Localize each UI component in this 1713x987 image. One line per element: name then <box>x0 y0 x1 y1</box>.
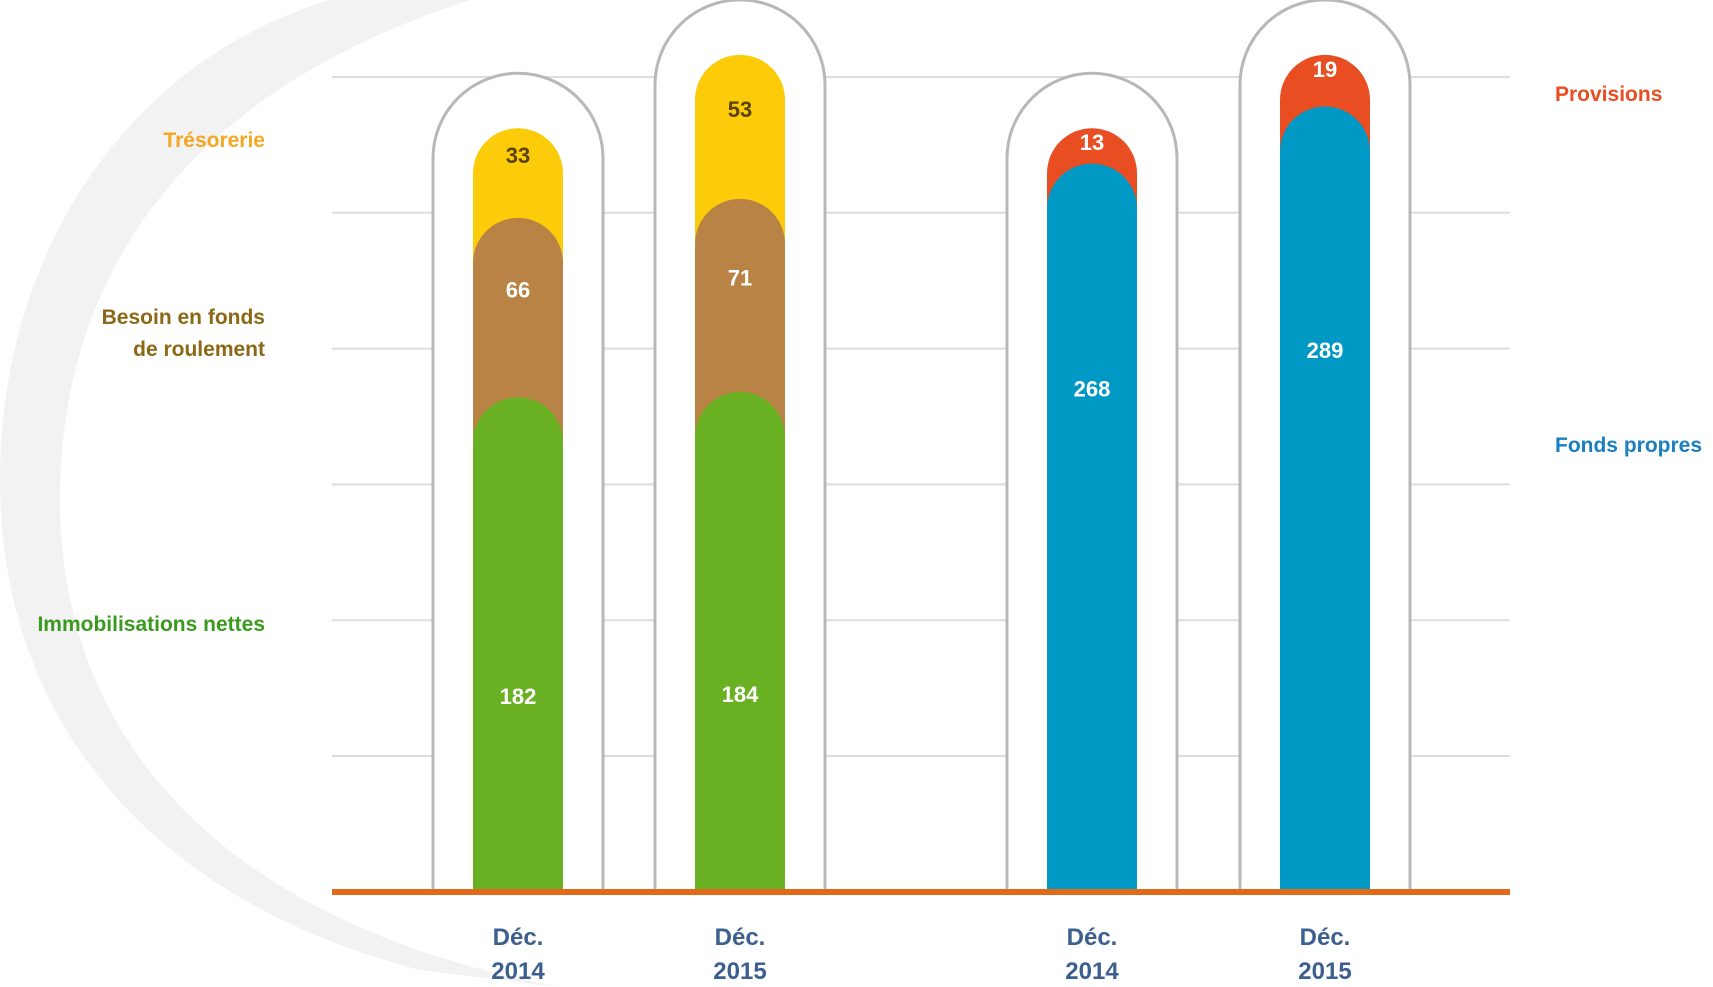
data-label: 53 <box>728 97 752 122</box>
legend-bfr-line2: de roulement <box>133 338 265 361</box>
legend-bfr-line1: Besoin en fonds <box>101 306 265 329</box>
legend-provisions: Provisions <box>1555 83 1663 106</box>
data-label: 13 <box>1080 130 1104 155</box>
category-label: 2015 <box>713 958 766 985</box>
category-label: 2014 <box>1065 958 1119 985</box>
bar-segment <box>473 397 563 892</box>
data-label: 33 <box>506 143 530 168</box>
bar-segment <box>1047 163 1137 892</box>
legend-fonds-propres: Fonds propres <box>1555 434 1703 457</box>
legend-immobilisations-nettes: Immobilisations nettes <box>37 613 265 636</box>
data-label: 19 <box>1313 57 1337 82</box>
legend-tresorerie: Trésorerie <box>163 129 265 152</box>
category-label: Déc. <box>715 924 766 951</box>
category-label: Déc. <box>1300 924 1351 951</box>
bar-segment <box>1280 106 1370 893</box>
bars <box>473 54 1370 893</box>
category-label: 2015 <box>1298 958 1351 985</box>
capsule-outlines <box>431 0 1412 892</box>
data-label: 66 <box>506 278 530 303</box>
bar-segment <box>695 391 785 892</box>
category-label: 2014 <box>491 958 545 985</box>
data-label: 268 <box>1074 377 1111 402</box>
category-label: Déc. <box>493 924 544 951</box>
category-label: Déc. <box>1067 924 1118 951</box>
data-label: 71 <box>728 265 752 290</box>
data-labels: 182 66 33 184 71 53 268 13 289 19 <box>500 57 1344 709</box>
legend-besoin-fonds-roulement: Besoin en fonds de roulement <box>102 302 265 366</box>
data-label: 182 <box>500 684 537 709</box>
data-label: 289 <box>1307 338 1344 363</box>
category-labels: Déc. 2014 Déc. 2015 Déc. 2014 Déc. 2015 <box>491 924 1351 985</box>
data-label: 184 <box>722 682 759 707</box>
